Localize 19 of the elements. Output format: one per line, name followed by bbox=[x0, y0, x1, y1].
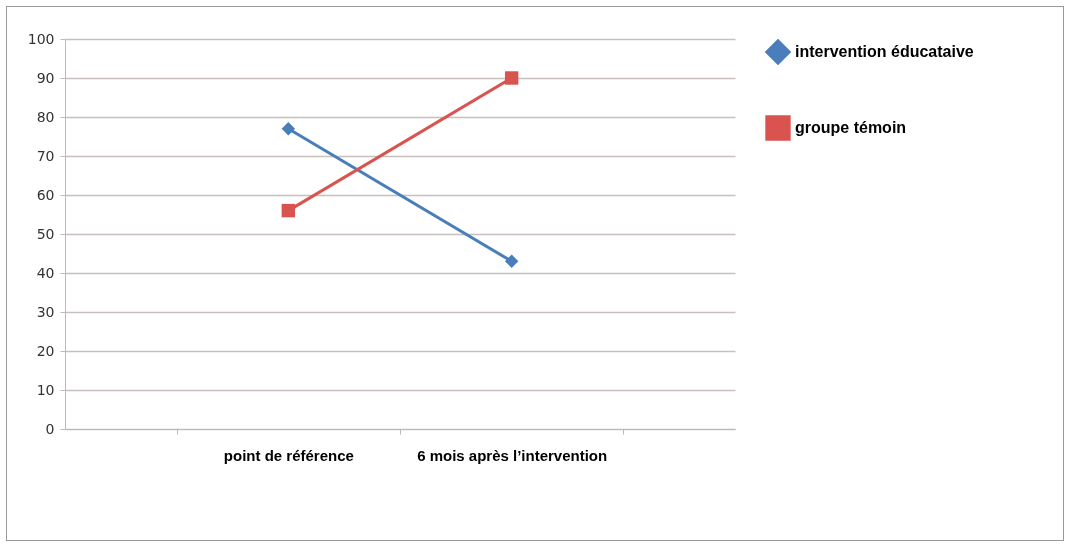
x-tick-label: 6 mois après l’intervention bbox=[417, 446, 608, 464]
point bbox=[504, 254, 519, 269]
y-tick-label: 10 bbox=[36, 381, 55, 398]
x-tick-label: point de référence bbox=[223, 446, 354, 464]
y-tick-label: 30 bbox=[36, 303, 55, 320]
point bbox=[281, 121, 296, 136]
y-tick-label: 60 bbox=[36, 186, 55, 203]
y-tick-label: 50 bbox=[36, 225, 55, 242]
y-tick-label: 20 bbox=[36, 342, 55, 359]
y-tick-label: 70 bbox=[36, 147, 55, 164]
legend-label: groupe témoin bbox=[795, 119, 907, 136]
legend-label: intervention éducataive bbox=[795, 43, 974, 60]
y-tick-label: 90 bbox=[36, 69, 55, 86]
y-tick-label: 40 bbox=[36, 264, 55, 281]
y-tick-label: 0 bbox=[45, 420, 55, 437]
point bbox=[281, 203, 296, 218]
y-tick-label: 100 bbox=[27, 30, 55, 47]
point bbox=[504, 71, 519, 85]
y-tick-label: 80 bbox=[36, 108, 55, 125]
